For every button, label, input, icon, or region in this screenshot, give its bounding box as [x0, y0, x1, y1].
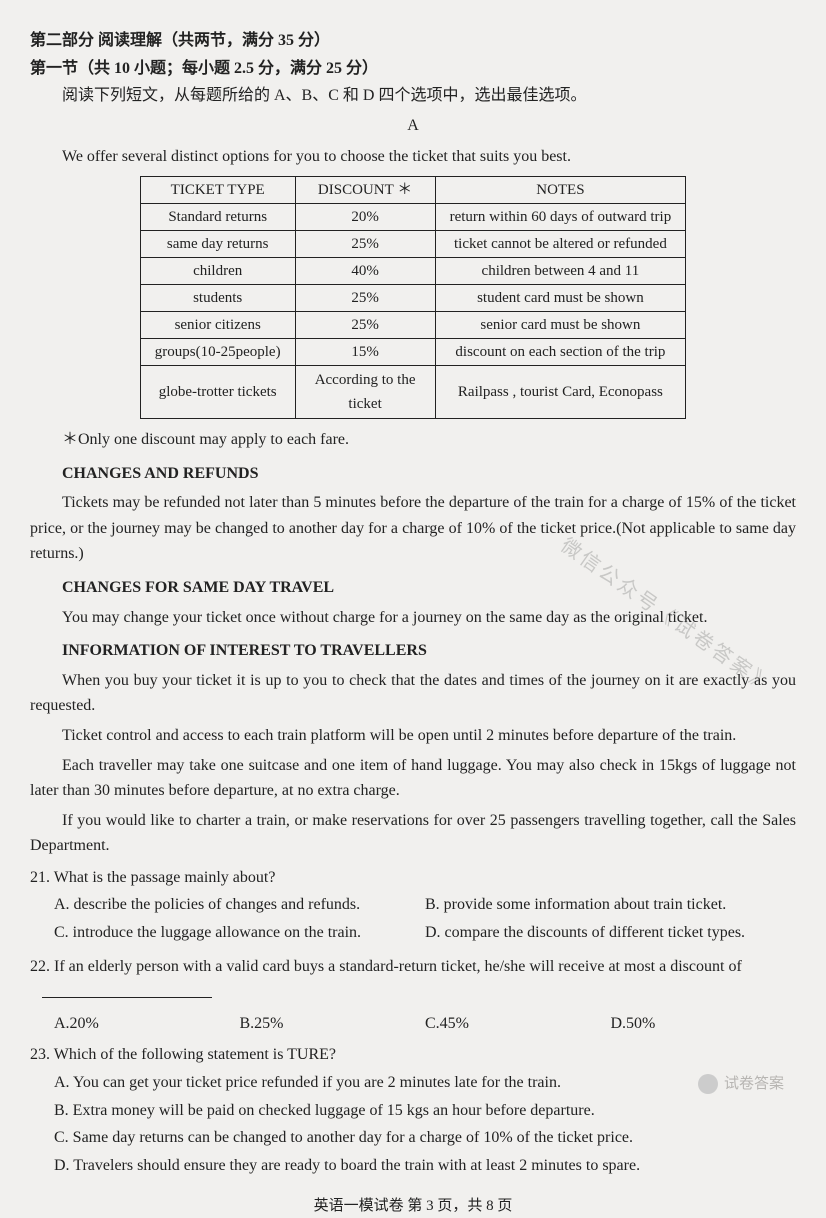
table-cell: groups(10-25people)	[140, 338, 295, 365]
corner-watermark: 试卷答案	[698, 1072, 784, 1096]
table-cell: same day returns	[140, 230, 295, 257]
table-cell: senior card must be shown	[435, 311, 686, 338]
table-cell: Railpass , tourist Card, Econopass	[435, 365, 686, 418]
table-header: TICKET TYPE	[140, 176, 295, 203]
paragraph: You may change your ticket once without …	[30, 605, 796, 631]
option-c: C. Same day returns can be changed to an…	[54, 1125, 796, 1151]
table-row: globe-trotter ticketsAccording to the ti…	[140, 365, 685, 418]
table-cell: 25%	[295, 230, 435, 257]
option-b: B. provide some information about train …	[425, 892, 796, 918]
option-a: A.20%	[54, 1011, 240, 1037]
question-22-options: A.20% B.25% C.45% D.50%	[54, 1011, 796, 1037]
table-header: DISCOUNT ＊	[295, 176, 435, 203]
table-row: same day returns25%ticket cannot be alte…	[140, 230, 685, 257]
table-row: senior citizens25%senior card must be sh…	[140, 311, 685, 338]
paragraph: Tickets may be refunded not later than 5…	[30, 490, 796, 567]
paragraph: If you would like to charter a train, or…	[30, 808, 796, 859]
table-cell: 25%	[295, 311, 435, 338]
table-cell: students	[140, 284, 295, 311]
table-row: groups(10-25people)15%discount on each s…	[140, 338, 685, 365]
table-cell: senior citizens	[140, 311, 295, 338]
paragraph: Ticket control and access to each train …	[30, 723, 796, 749]
question-22-stem: 22. If an elderly person with a valid ca…	[30, 954, 796, 980]
option-b: B. Extra money will be paid on checked l…	[54, 1098, 796, 1124]
option-d: D. compare the discounts of different ti…	[425, 920, 796, 946]
section-title: 第一节（共 10 小题；每小题 2.5 分，满分 25 分）	[30, 56, 796, 82]
part-title: 第二部分 阅读理解（共两节，满分 35 分）	[30, 28, 796, 54]
option-d: D. Travelers should ensure they are read…	[54, 1153, 796, 1179]
table-cell: children	[140, 257, 295, 284]
option-a: A. You can get your ticket price refunde…	[54, 1070, 796, 1096]
table-cell: student card must be shown	[435, 284, 686, 311]
footnote: ＊Only one discount may apply to each far…	[30, 427, 796, 453]
watermark-text: 试卷答案	[724, 1072, 784, 1096]
table-cell: discount on each section of the trip	[435, 338, 686, 365]
option-c: C. introduce the luggage allowance on th…	[54, 920, 425, 946]
table-cell: 25%	[295, 284, 435, 311]
option-d: D.50%	[611, 1011, 797, 1037]
option-b: B.25%	[240, 1011, 426, 1037]
table-cell: According to the ticket	[295, 365, 435, 418]
question-21-options: A. describe the policies of changes and …	[54, 892, 796, 947]
table-header: NOTES	[435, 176, 686, 203]
question-23-options: A. You can get your ticket price refunde…	[30, 1070, 796, 1178]
passage-label: A	[30, 113, 796, 139]
heading-changes-refunds: CHANGES AND REFUNDS	[30, 461, 796, 487]
table-cell: Standard returns	[140, 203, 295, 230]
answer-blank	[42, 984, 212, 998]
option-a: A. describe the policies of changes and …	[54, 892, 425, 918]
instruction: 阅读下列短文，从每题所给的 A、B、C 和 D 四个选项中，选出最佳选项。	[30, 83, 796, 109]
ticket-table: TICKET TYPE DISCOUNT ＊ NOTES Standard re…	[140, 176, 686, 419]
passage-intro: We offer several distinct options for yo…	[30, 144, 796, 170]
page-footer: 英语一模试卷 第 3 页，共 8 页	[30, 1194, 796, 1218]
paragraph: When you buy your ticket it is up to you…	[30, 668, 796, 719]
heading-info-travellers: INFORMATION OF INTEREST TO TRAVELLERS	[30, 638, 796, 664]
table-row: Standard returns20%return within 60 days…	[140, 203, 685, 230]
question-21-stem: 21. What is the passage mainly about?	[30, 865, 796, 891]
wechat-icon	[698, 1074, 718, 1094]
option-c: C.45%	[425, 1011, 611, 1037]
table-row: students25%student card must be shown	[140, 284, 685, 311]
table-cell: return within 60 days of outward trip	[435, 203, 686, 230]
table-cell: children between 4 and 11	[435, 257, 686, 284]
question-23-stem: 23. Which of the following statement is …	[30, 1042, 796, 1068]
paragraph: Each traveller may take one suitcase and…	[30, 753, 796, 804]
table-row: children40%children between 4 and 11	[140, 257, 685, 284]
heading-same-day: CHANGES FOR SAME DAY TRAVEL	[30, 575, 796, 601]
table-cell: 40%	[295, 257, 435, 284]
table-header-row: TICKET TYPE DISCOUNT ＊ NOTES	[140, 176, 685, 203]
table-cell: ticket cannot be altered or refunded	[435, 230, 686, 257]
table-cell: 15%	[295, 338, 435, 365]
table-cell: 20%	[295, 203, 435, 230]
table-cell: globe-trotter tickets	[140, 365, 295, 418]
